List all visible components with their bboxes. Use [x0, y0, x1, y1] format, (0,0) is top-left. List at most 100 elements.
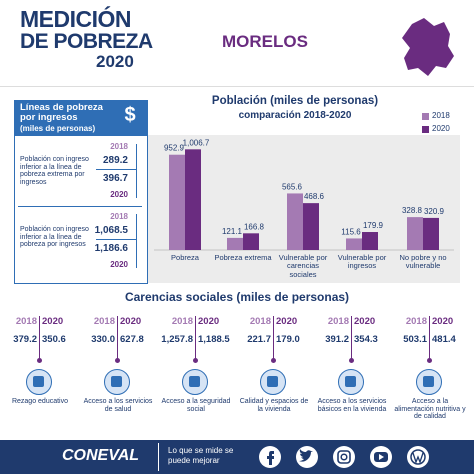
- footer-brand: CONEVAL: [62, 447, 140, 464]
- income-subtitle: (miles de personas): [20, 124, 96, 133]
- value: 350.6: [42, 334, 66, 345]
- value-label: 952.9: [164, 144, 185, 153]
- year: 2018: [327, 316, 349, 327]
- item-value: 289.2: [102, 155, 128, 166]
- item-bracket: [136, 214, 137, 268]
- legend-swatch: [422, 126, 429, 133]
- bar: [243, 233, 259, 250]
- deprivation-item: 2018 2020 221.7 179.0 Calidad y espacios de …: [236, 314, 312, 440]
- rule: [195, 316, 196, 360]
- icon: [416, 369, 442, 395]
- title-line: DE POBREZA: [20, 30, 153, 53]
- legend-swatch: [422, 113, 429, 120]
- icon-glyph: [111, 376, 122, 387]
- category-label: No pobre y no vulnerable: [399, 253, 447, 271]
- legend-label: 2018: [432, 111, 450, 120]
- item-value: 396.7: [102, 173, 128, 184]
- icon-glyph: [189, 376, 200, 387]
- item-value: 1,068.5: [94, 225, 128, 236]
- value-label: 328.8: [402, 206, 423, 215]
- year: 2020: [432, 316, 454, 327]
- value-label: 115.6: [341, 227, 361, 236]
- footer-divider: [158, 443, 159, 471]
- year: 2018: [405, 316, 427, 327]
- value: 330.0: [91, 334, 115, 345]
- icon-glyph: [33, 376, 44, 387]
- year: 2018: [93, 316, 115, 327]
- value: 627.8: [120, 334, 144, 345]
- item-year: 2020: [110, 260, 128, 269]
- rule-dot: [271, 358, 276, 363]
- value: 1,188.5: [198, 334, 230, 345]
- label: Acceso a la alimentación nutritiva y de …: [394, 398, 466, 421]
- value: 481.4: [432, 334, 456, 345]
- social-icons: [259, 446, 429, 468]
- value: 1,257.8: [161, 334, 193, 345]
- deprivation-item: 2018 2020 1,257.8 1,188.5 Acceso a la seguri…: [158, 314, 234, 440]
- year: 2020: [354, 316, 376, 327]
- item-rule: [96, 169, 136, 170]
- rule: [273, 316, 274, 360]
- icon-glyph: [267, 376, 278, 387]
- year: 2020: [276, 316, 298, 327]
- label: Acceso a la seguridad social: [161, 398, 231, 413]
- rule: [351, 316, 352, 360]
- value: 503.1: [403, 334, 427, 345]
- state-map: [402, 18, 454, 76]
- state-name: MORELOS: [222, 32, 308, 51]
- income-header: [14, 100, 147, 136]
- item-label: Población con ingreso inferior a la líne…: [20, 156, 89, 187]
- category-label: Vulnerable por carencias sociales: [278, 253, 328, 279]
- category-label: Pobreza: [171, 253, 199, 262]
- label: Rezago educativo: [11, 398, 69, 405]
- bar: [303, 203, 319, 250]
- year: 2020: [120, 316, 142, 327]
- icon-glyph: [345, 376, 356, 387]
- bar: [362, 232, 378, 250]
- item-divider: [18, 206, 142, 207]
- value-label: 179.9: [363, 221, 384, 230]
- value-label: 565.6: [282, 182, 303, 191]
- value: 179.0: [276, 334, 300, 345]
- value-label: 166.8: [244, 222, 265, 231]
- item-year: 2020: [110, 190, 128, 199]
- deprivation-item: 2018 2020 391.2 354.3 Acceso a los servicios…: [314, 314, 390, 440]
- rule: [117, 316, 118, 360]
- divider: [0, 86, 474, 87]
- item-year: 2018: [110, 142, 128, 151]
- item-bracket: [136, 144, 137, 198]
- footer: [0, 440, 474, 474]
- item-value: 1,186.6: [94, 243, 128, 254]
- value-label: 1,006.7: [183, 138, 210, 147]
- bar: [227, 237, 243, 250]
- year: 2020: [198, 316, 220, 327]
- chart-title: Población (miles de personas): [211, 95, 379, 107]
- category-label: Vulnerable por ingresos: [337, 253, 387, 271]
- rule: [39, 316, 40, 360]
- item-year: 2018: [110, 212, 128, 221]
- rule-dot: [193, 358, 198, 363]
- bar: [346, 238, 362, 250]
- label: Calidad y espacios de la vivienda: [239, 398, 309, 413]
- section-title: Carencias sociales (miles de personas): [124, 290, 350, 304]
- value-label: 121.1: [222, 227, 243, 236]
- deprivation-item: 2018 2020 503.1 481.4 Acceso a la alimentaci…: [392, 314, 468, 440]
- value: 379.2: [13, 334, 37, 345]
- year: 2018: [15, 316, 37, 327]
- value-label: 468.6: [304, 192, 325, 201]
- title-year: 2020: [96, 52, 134, 71]
- instagram-icon[interactable]: [333, 446, 355, 468]
- legend-label: 2020: [432, 124, 450, 133]
- chart: 952.9 121.1 565.6 115.6 328.8 1,006.7 166.8 468…: [148, 135, 460, 283]
- footer-slogan: Lo que se mide se puede mejorar: [168, 446, 234, 465]
- year: 2018: [171, 316, 193, 327]
- item-label: Población con ingreso inferior a la líne…: [20, 226, 89, 249]
- bar: [169, 154, 185, 250]
- label: Acceso a los servicios de salud: [83, 398, 153, 413]
- deprivation-item: 2018 2020 379.2 350.6 Rezago educativo: [2, 314, 78, 440]
- rule-dot: [37, 358, 42, 363]
- rule-dot: [349, 358, 354, 363]
- category-label: Pobreza extrema: [214, 253, 272, 262]
- rule: [429, 316, 430, 360]
